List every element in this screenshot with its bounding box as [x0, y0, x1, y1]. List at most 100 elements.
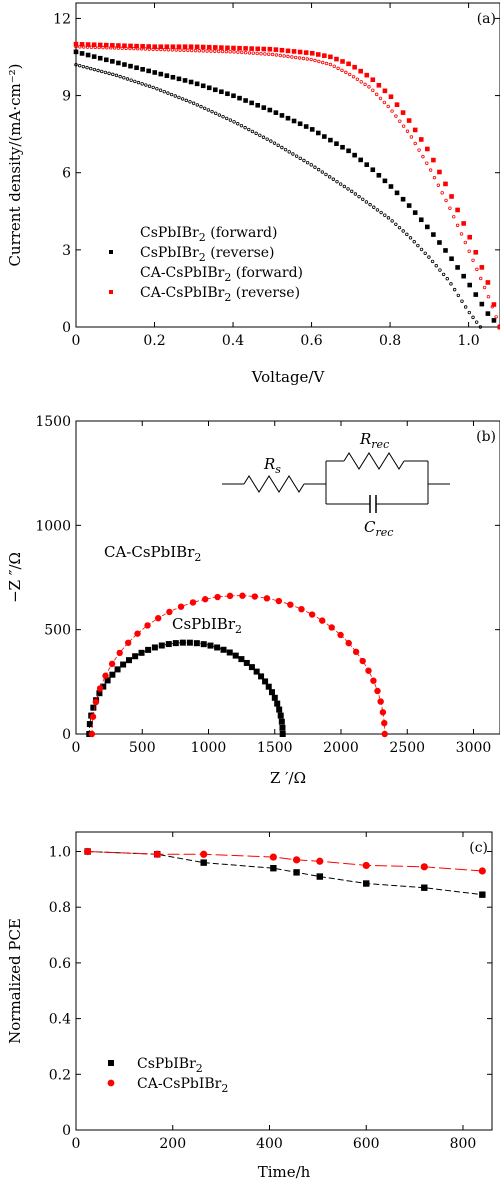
data-point: [474, 320, 479, 324]
data-point: [405, 129, 410, 133]
data-point: [370, 677, 377, 684]
data-point: [376, 82, 382, 88]
data-point: [482, 285, 487, 290]
data-point: [390, 109, 394, 113]
data-point: [352, 648, 360, 656]
data-point: [294, 154, 299, 158]
x-tick-label: 200: [159, 1136, 186, 1152]
series-4: [73, 41, 500, 330]
data-point: [431, 157, 436, 163]
data-point: [335, 179, 339, 184]
data-point: [85, 65, 89, 70]
data-point: [315, 52, 321, 57]
data-point: [320, 170, 324, 174]
data-point: [467, 249, 471, 253]
data-point: [100, 69, 104, 74]
fit-line: [91, 595, 386, 735]
data-point: [361, 197, 365, 202]
data-point: [174, 48, 178, 52]
data-point: [236, 122, 240, 126]
data-point: [290, 55, 294, 59]
data-point: [261, 46, 267, 52]
data-point: [128, 63, 133, 69]
data-point: [189, 48, 194, 53]
data-point: [129, 78, 133, 82]
data-point: [194, 44, 200, 50]
data-point: [388, 184, 394, 189]
data-point: [255, 102, 261, 108]
data-point: [279, 113, 285, 118]
data-point: [271, 694, 278, 701]
data-point: [277, 712, 284, 719]
data-point: [225, 116, 229, 121]
legend: CsPbIBr2 (forward)CsPbIBr2 (reverse)CA-C…: [109, 225, 303, 304]
data-point: [301, 56, 306, 61]
data-point: [125, 657, 132, 664]
data-point: [188, 79, 194, 85]
data-point: [423, 251, 427, 255]
data-point: [221, 115, 225, 119]
data-point: [144, 622, 151, 629]
series-2: [84, 847, 486, 875]
data-point: [249, 100, 254, 106]
data-point: [345, 639, 352, 647]
data-point: [269, 853, 277, 861]
data-point: [101, 45, 105, 50]
data-point: [116, 60, 121, 66]
data-point: [184, 98, 188, 103]
data-point: [412, 127, 418, 133]
data-point: [328, 62, 333, 67]
data-point: [456, 293, 461, 298]
data-point: [294, 55, 298, 60]
data-point: [421, 154, 425, 159]
data-point: [232, 120, 236, 124]
data-point: [420, 863, 428, 871]
data-point: [346, 148, 351, 154]
x-tick-label: 1.0: [457, 333, 479, 349]
data-point: [374, 92, 379, 97]
data-point: [91, 54, 97, 59]
data-point: [471, 315, 475, 320]
data-point: [416, 243, 420, 248]
data-point: [452, 287, 457, 292]
data-point: [370, 77, 376, 83]
equivalent-circuit: Rs Rrec Crec: [222, 430, 450, 539]
data-point: [328, 624, 335, 631]
data-point: [419, 247, 424, 252]
data-point: [440, 191, 444, 195]
y-tick-label: 0: [62, 727, 71, 743]
data-point: [313, 165, 317, 169]
data-point: [322, 53, 327, 58]
data-point: [331, 177, 336, 181]
data-point: [238, 656, 245, 663]
data-point: [352, 64, 357, 70]
data-point: [89, 66, 93, 71]
data-point: [322, 134, 327, 139]
data-point: [268, 689, 275, 696]
data-point: [200, 859, 207, 866]
data-point: [461, 273, 466, 279]
data-point: [170, 44, 176, 50]
data-point: [108, 660, 116, 668]
data-point: [114, 73, 119, 78]
data-point: [243, 659, 250, 666]
data-point: [97, 55, 103, 61]
data-point: [309, 163, 313, 167]
x-tick-label: 400: [256, 1136, 283, 1152]
x-tick-label: 0: [72, 1136, 81, 1152]
x-tick-label: 500: [129, 740, 156, 756]
data-point: [437, 240, 442, 245]
data-point: [103, 42, 109, 48]
data-point: [388, 94, 394, 100]
data-point: [85, 42, 91, 47]
data-point: [394, 102, 400, 107]
data-point: [253, 668, 260, 675]
data-point: [303, 50, 309, 55]
data-point: [134, 630, 141, 637]
data-point: [109, 671, 116, 678]
data-point: [182, 78, 188, 83]
y-tick-label: 6: [62, 166, 71, 182]
data-point: [216, 49, 221, 54]
data-point: [209, 49, 213, 53]
